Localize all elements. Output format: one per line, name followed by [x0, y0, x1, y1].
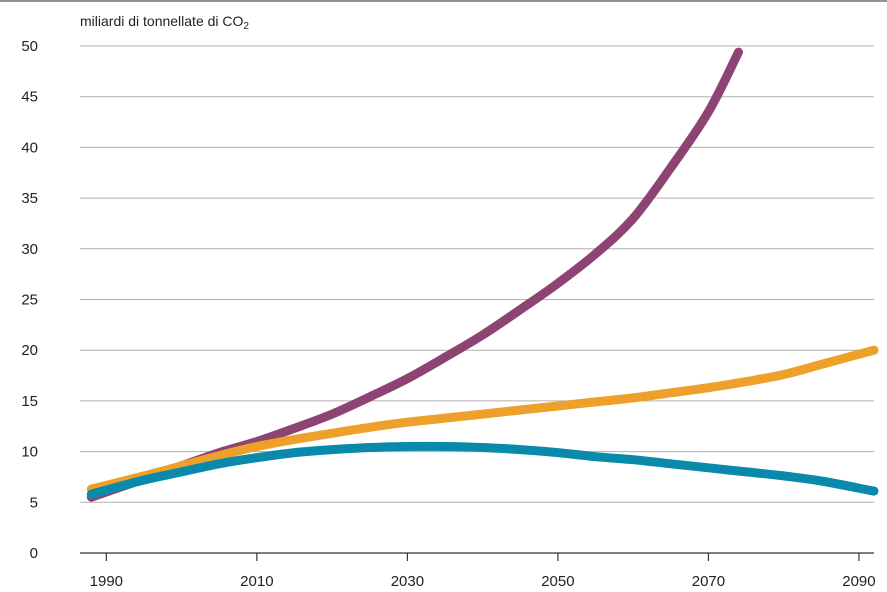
series-lines [86, 47, 879, 502]
y-axis-label: miliardi di tonnellate di CO2 [80, 13, 249, 32]
x-tick-label-2070: 2070 [692, 573, 725, 590]
y-tick-label-25: 25 [21, 292, 38, 309]
series-line-1 [86, 47, 743, 502]
y-tick-label-20: 20 [21, 342, 38, 359]
y-axis-label-subscript: 2 [243, 21, 249, 32]
tick-labels: 0 5 10 15 20 25 30 35 40 45 50 1990 2010 2030 2050 2070… [21, 38, 875, 590]
x-axis [80, 552, 874, 561]
y-tick-label-45: 45 [21, 89, 38, 106]
series-line-3 [86, 441, 879, 499]
x-tick-label-2010: 2010 [240, 573, 273, 590]
y-axis-label-main: miliardi di tonnellate di CO [80, 13, 244, 29]
y-tick-label-50: 50 [21, 38, 38, 55]
y-tick-label-15: 15 [21, 393, 38, 410]
y-tick-label-35: 35 [21, 190, 38, 207]
y-tick-label-5: 5 [30, 494, 38, 511]
x-tick-label-2050: 2050 [541, 573, 574, 590]
grid-lines [80, 45, 874, 503]
series-line-2 [86, 345, 879, 494]
y-tick-label-10: 10 [21, 444, 38, 461]
y-tick-label-30: 30 [21, 241, 38, 258]
y-tick-label-40: 40 [21, 139, 38, 156]
x-tick-label-2030: 2030 [391, 573, 424, 590]
x-tick-label-2090: 2090 [842, 573, 875, 590]
x-tick-label-1990: 1990 [90, 573, 123, 590]
y-tick-label-0: 0 [30, 545, 38, 562]
